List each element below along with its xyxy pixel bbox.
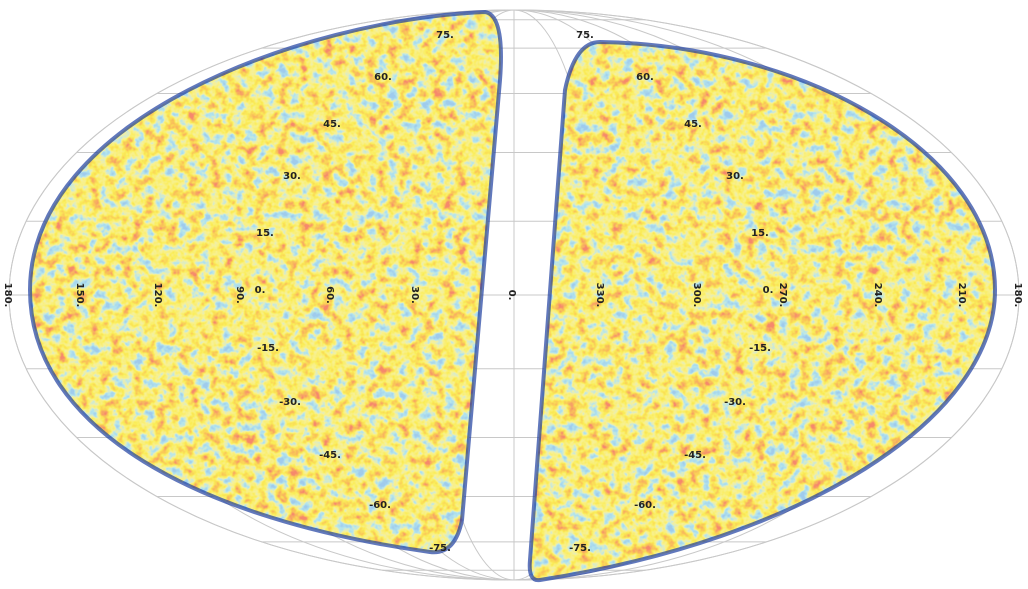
latitude-label: -30. xyxy=(724,397,746,408)
longitude-label: 180. xyxy=(2,283,13,308)
latitude-label: 75. xyxy=(576,30,594,41)
latitude-label: 75. xyxy=(436,30,454,41)
longitude-label: 300. xyxy=(691,283,702,308)
longitude-label: 210. xyxy=(956,283,967,308)
latitude-label: -60. xyxy=(634,500,656,511)
latitude-label: -45. xyxy=(684,450,706,461)
longitude-label: 270. xyxy=(777,283,788,308)
latitude-label: 15. xyxy=(751,228,769,239)
longitude-label: 240. xyxy=(872,283,883,308)
labels: 180. 150. 120. 90. 60. 30. 0. 330. 300. 270. 240. 2… xyxy=(2,30,1023,554)
latitude-label: -15. xyxy=(257,343,279,354)
latitude-label: -30. xyxy=(279,397,301,408)
longitude-label: 120. xyxy=(152,283,163,308)
latitude-label: -60. xyxy=(369,500,391,511)
longitude-label: 180. xyxy=(1012,283,1023,308)
latitude-label: -75. xyxy=(569,543,591,554)
latitude-label: 0. xyxy=(255,285,266,296)
latitude-label: 60. xyxy=(636,72,654,83)
latitude-label: -75. xyxy=(429,543,451,554)
latitude-label: 0. xyxy=(763,285,774,296)
longitude-label: 0. xyxy=(506,290,517,301)
longitude-label: 60. xyxy=(324,286,335,304)
latitude-label: 30. xyxy=(726,171,744,182)
latitude-label: 45. xyxy=(323,119,341,130)
longitude-label: 150. xyxy=(74,283,85,308)
latitude-label: 30. xyxy=(283,171,301,182)
latitude-label: -15. xyxy=(749,343,771,354)
longitude-label: 330. xyxy=(594,283,605,308)
longitude-label: 90. xyxy=(234,286,245,304)
longitude-label: 30. xyxy=(409,286,420,304)
latitude-label: 15. xyxy=(256,228,274,239)
latitude-label: -45. xyxy=(319,450,341,461)
latitude-label: 45. xyxy=(684,119,702,130)
latitude-label: 60. xyxy=(374,72,392,83)
